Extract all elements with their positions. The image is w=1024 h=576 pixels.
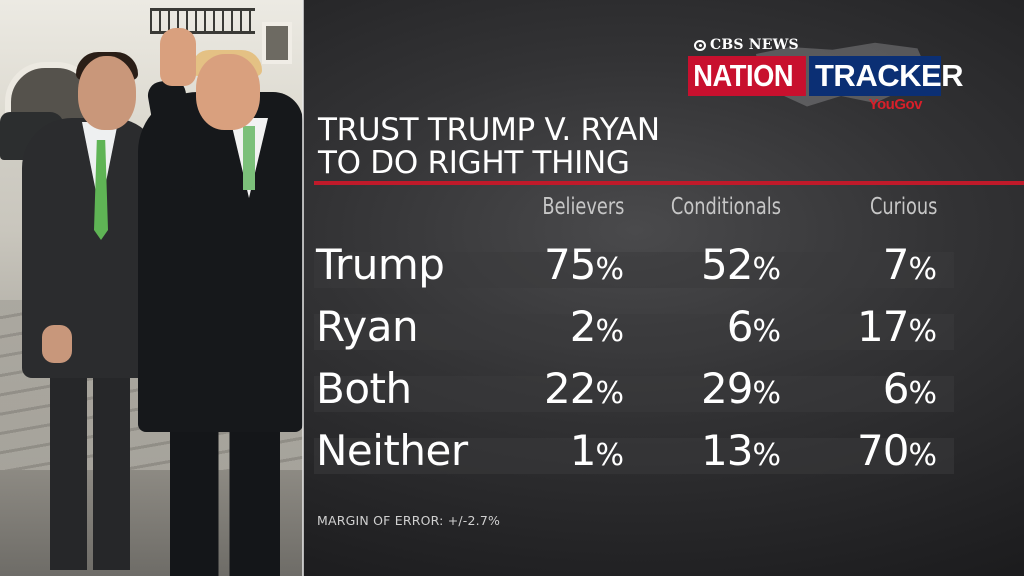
value-number: 6 xyxy=(726,302,754,351)
percent-sign: % xyxy=(595,252,624,287)
value-number: 6 xyxy=(882,364,910,413)
row-label-neither: Neither xyxy=(316,426,468,475)
column-header-conditionals: Conditionals xyxy=(670,194,781,220)
value-both-believers: 22% xyxy=(424,364,624,413)
value-number: 52 xyxy=(701,240,753,289)
margin-of-error: MARGIN OF ERROR: +/-2.7% xyxy=(317,513,501,528)
percent-sign: % xyxy=(752,252,781,287)
row-band xyxy=(314,376,954,412)
network-name: CBS NEWS xyxy=(710,37,799,53)
value-neither-curious: 70% xyxy=(737,426,937,475)
percent-sign: % xyxy=(908,438,937,473)
value-trump-curious: 7% xyxy=(737,240,937,289)
logo-word-tracker: TRACKER xyxy=(809,56,964,96)
value-number: 2 xyxy=(569,302,597,351)
row-band xyxy=(314,252,954,288)
percent-sign: % xyxy=(595,438,624,473)
value-ryan-conditionals: 6% xyxy=(581,302,781,351)
row-label-both: Both xyxy=(316,364,412,413)
percent-sign: % xyxy=(752,376,781,411)
value-trump-conditionals: 52% xyxy=(581,240,781,289)
building-window xyxy=(262,22,292,64)
title-underline xyxy=(314,181,1024,185)
percent-sign: % xyxy=(595,376,624,411)
row-band xyxy=(314,438,954,474)
percent-sign: % xyxy=(752,314,781,349)
row-label-ryan: Ryan xyxy=(316,302,419,351)
nation-tracker-logo: CBS NEWS NATION TRACKER YouGov xyxy=(686,37,964,118)
percent-sign: % xyxy=(752,438,781,473)
photo-panel xyxy=(0,0,303,576)
value-ryan-believers: 2% xyxy=(424,302,624,351)
photo-divider xyxy=(302,0,304,576)
column-header-curious: Curious xyxy=(869,194,937,220)
value-both-conditionals: 29% xyxy=(581,364,781,413)
cbs-eye-icon xyxy=(694,40,706,51)
chart-title: TRUST TRUMP V. RYAN TO DO RIGHT THING xyxy=(318,114,660,180)
title-line-2: TO DO RIGHT THING xyxy=(318,145,630,181)
value-number: 1 xyxy=(569,426,597,475)
title-line-1: TRUST TRUMP V. RYAN xyxy=(318,112,660,148)
row-band xyxy=(314,314,954,350)
value-number: 22 xyxy=(544,364,596,413)
value-number: 75 xyxy=(544,240,596,289)
value-neither-believers: 1% xyxy=(424,426,624,475)
logo-word-nation: NATION xyxy=(688,56,806,96)
row-label-trump: Trump xyxy=(316,240,445,289)
value-neither-conditionals: 13% xyxy=(581,426,781,475)
value-number: 29 xyxy=(701,364,753,413)
value-number: 17 xyxy=(857,302,909,351)
yougov-logo: YouGov xyxy=(868,96,923,113)
value-number: 13 xyxy=(701,426,753,475)
value-trump-believers: 75% xyxy=(424,240,624,289)
balcony-railing xyxy=(150,8,255,34)
value-ryan-curious: 17% xyxy=(737,302,937,351)
value-both-curious: 6% xyxy=(737,364,937,413)
column-header-believers: Believers xyxy=(541,194,624,220)
value-number: 70 xyxy=(857,426,909,475)
percent-sign: % xyxy=(908,252,937,287)
percent-sign: % xyxy=(908,314,937,349)
percent-sign: % xyxy=(908,376,937,411)
percent-sign: % xyxy=(595,314,624,349)
value-number: 7 xyxy=(882,240,910,289)
